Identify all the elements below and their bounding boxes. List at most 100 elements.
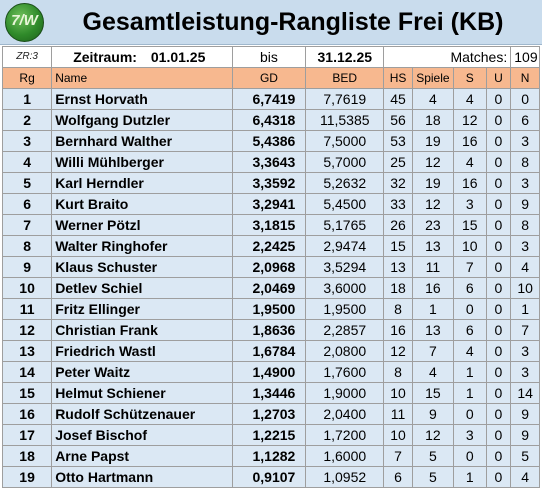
gd-cell: 1,2703 [231, 403, 307, 425]
s-cell: 4 [452, 151, 487, 173]
gd-cell: 1,6784 [231, 340, 307, 362]
hs-cell: 11 [383, 403, 413, 425]
rank-cell: 19 [1, 466, 53, 488]
col-hs: HS [383, 67, 413, 89]
n-cell: 0 [510, 88, 540, 110]
player-name-cell: Willi Mühlberger [51, 151, 233, 173]
col-s: S [452, 67, 487, 89]
s-cell: 16 [452, 172, 487, 194]
n-cell: 10 [510, 277, 540, 299]
player-name-cell: Ernst Horvath [51, 88, 233, 110]
bed-cell: 1,9000 [305, 382, 385, 404]
rank-cell: 4 [1, 151, 53, 173]
gd-cell: 2,0469 [231, 277, 307, 299]
rank-cell: 10 [1, 277, 53, 299]
hs-cell: 16 [383, 319, 413, 341]
n-cell: 9 [510, 424, 540, 446]
hs-cell: 32 [383, 172, 413, 194]
spiele-cell: 13 [411, 319, 454, 341]
rank-cell: 7 [1, 214, 53, 236]
n-cell: 8 [510, 151, 540, 173]
u-cell: 0 [485, 109, 512, 131]
player-name-cell: Fritz Ellinger [51, 298, 233, 320]
n-cell: 9 [510, 403, 540, 425]
hs-cell: 33 [383, 193, 413, 215]
bed-cell: 7,5000 [305, 130, 385, 152]
hs-cell: 10 [383, 382, 413, 404]
s-cell: 7 [452, 256, 487, 278]
u-cell: 0 [485, 151, 512, 173]
bed-cell: 1,9500 [305, 298, 385, 320]
player-name-cell: Werner Pötzl [51, 214, 233, 236]
u-cell: 0 [485, 361, 512, 383]
n-cell: 3 [510, 172, 540, 194]
table-row: 2 Wolfgang Dutzler 6,4318 11,5385 56 18 12 0 6 [1, 109, 540, 131]
u-cell: 0 [485, 256, 512, 278]
table-row: 7 Werner Pötzl 3,1815 5,1765 26 23 15 0 8 [1, 214, 540, 236]
table-row: 6 Kurt Braito 3,2941 5,4500 33 12 3 0 9 [1, 193, 540, 215]
hs-cell: 26 [383, 214, 413, 236]
s-cell: 16 [452, 130, 487, 152]
table-row: 3 Bernhard Walther 5,4386 7,5000 53 19 16 0 3 [1, 130, 540, 152]
spiele-cell: 13 [411, 235, 454, 257]
s-cell: 4 [452, 340, 487, 362]
table-row: 13 Friedrich Wastl 1,6784 2,0800 12 7 4 0 3 [1, 340, 540, 362]
spiele-cell: 11 [411, 256, 454, 278]
bed-cell: 2,2857 [305, 319, 385, 341]
logo-text: 7/W [11, 12, 38, 29]
table-row: 14 Peter Waitz 1,4900 1,7600 8 4 1 0 3 [1, 361, 540, 383]
player-name-cell: Walter Ringhofer [51, 235, 233, 257]
s-cell: 1 [452, 382, 487, 404]
rank-cell: 2 [1, 109, 53, 131]
spiele-cell: 5 [411, 466, 454, 488]
gd-cell: 3,2941 [231, 193, 307, 215]
hs-cell: 25 [383, 151, 413, 173]
bed-cell: 11,5385 [305, 109, 385, 131]
n-cell: 3 [510, 340, 540, 362]
rank-cell: 15 [1, 382, 53, 404]
col-u: U [485, 67, 512, 89]
u-cell: 0 [485, 340, 512, 362]
rank-cell: 8 [1, 235, 53, 257]
n-cell: 4 [510, 256, 540, 278]
u-cell: 0 [485, 466, 512, 488]
s-cell: 6 [452, 319, 487, 341]
matches-value: 109 [510, 46, 540, 68]
column-header-row: Rg Name GD BED HS Spiele S U N [1, 67, 540, 89]
n-cell: 3 [510, 235, 540, 257]
u-cell: 0 [485, 235, 512, 257]
hs-cell: 45 [383, 88, 413, 110]
u-cell: 0 [485, 214, 512, 236]
rank-cell: 5 [1, 172, 53, 194]
player-name-cell: Detlev Schiel [51, 277, 233, 299]
table-row: 16 Rudolf Schützenauer 1,2703 2,0400 11 9 0 0 9 [1, 403, 540, 425]
hs-cell: 7 [383, 445, 413, 467]
player-name-cell: Arne Papst [51, 445, 233, 467]
s-cell: 15 [452, 214, 487, 236]
gd-cell: 0,9107 [231, 466, 307, 488]
table-row: 4 Willi Mühlberger 3,3643 5,7000 25 12 4 0 8 [1, 151, 540, 173]
bed-cell: 3,6000 [305, 277, 385, 299]
bed-cell: 1,6000 [305, 445, 385, 467]
s-cell: 0 [452, 298, 487, 320]
player-name-cell: Kurt Braito [51, 193, 233, 215]
n-cell: 6 [510, 109, 540, 131]
rank-cell: 12 [1, 319, 53, 341]
u-cell: 0 [485, 193, 512, 215]
u-cell: 0 [485, 130, 512, 152]
table-row: 8 Walter Ringhofer 2,2425 2,9474 15 13 10 0 3 [1, 235, 540, 257]
s-cell: 0 [452, 445, 487, 467]
rank-cell: 13 [1, 340, 53, 362]
col-bed: BED [305, 67, 385, 89]
hs-cell: 8 [383, 298, 413, 320]
matches-label: Matches: [383, 46, 512, 68]
table-row: 17 Josef Bischof 1,2215 1,7200 10 12 3 0 9 [1, 424, 540, 446]
gd-cell: 3,3592 [231, 172, 307, 194]
hs-cell: 13 [383, 256, 413, 278]
gd-cell: 6,7419 [231, 88, 307, 110]
player-name-cell: Karl Herndler [51, 172, 233, 194]
n-cell: 9 [510, 193, 540, 215]
ranking-table: ZR:3 Zeitraum: 01.01.25 bis 31.12.25 Mat… [1, 46, 540, 488]
bis-label: bis [231, 46, 307, 68]
